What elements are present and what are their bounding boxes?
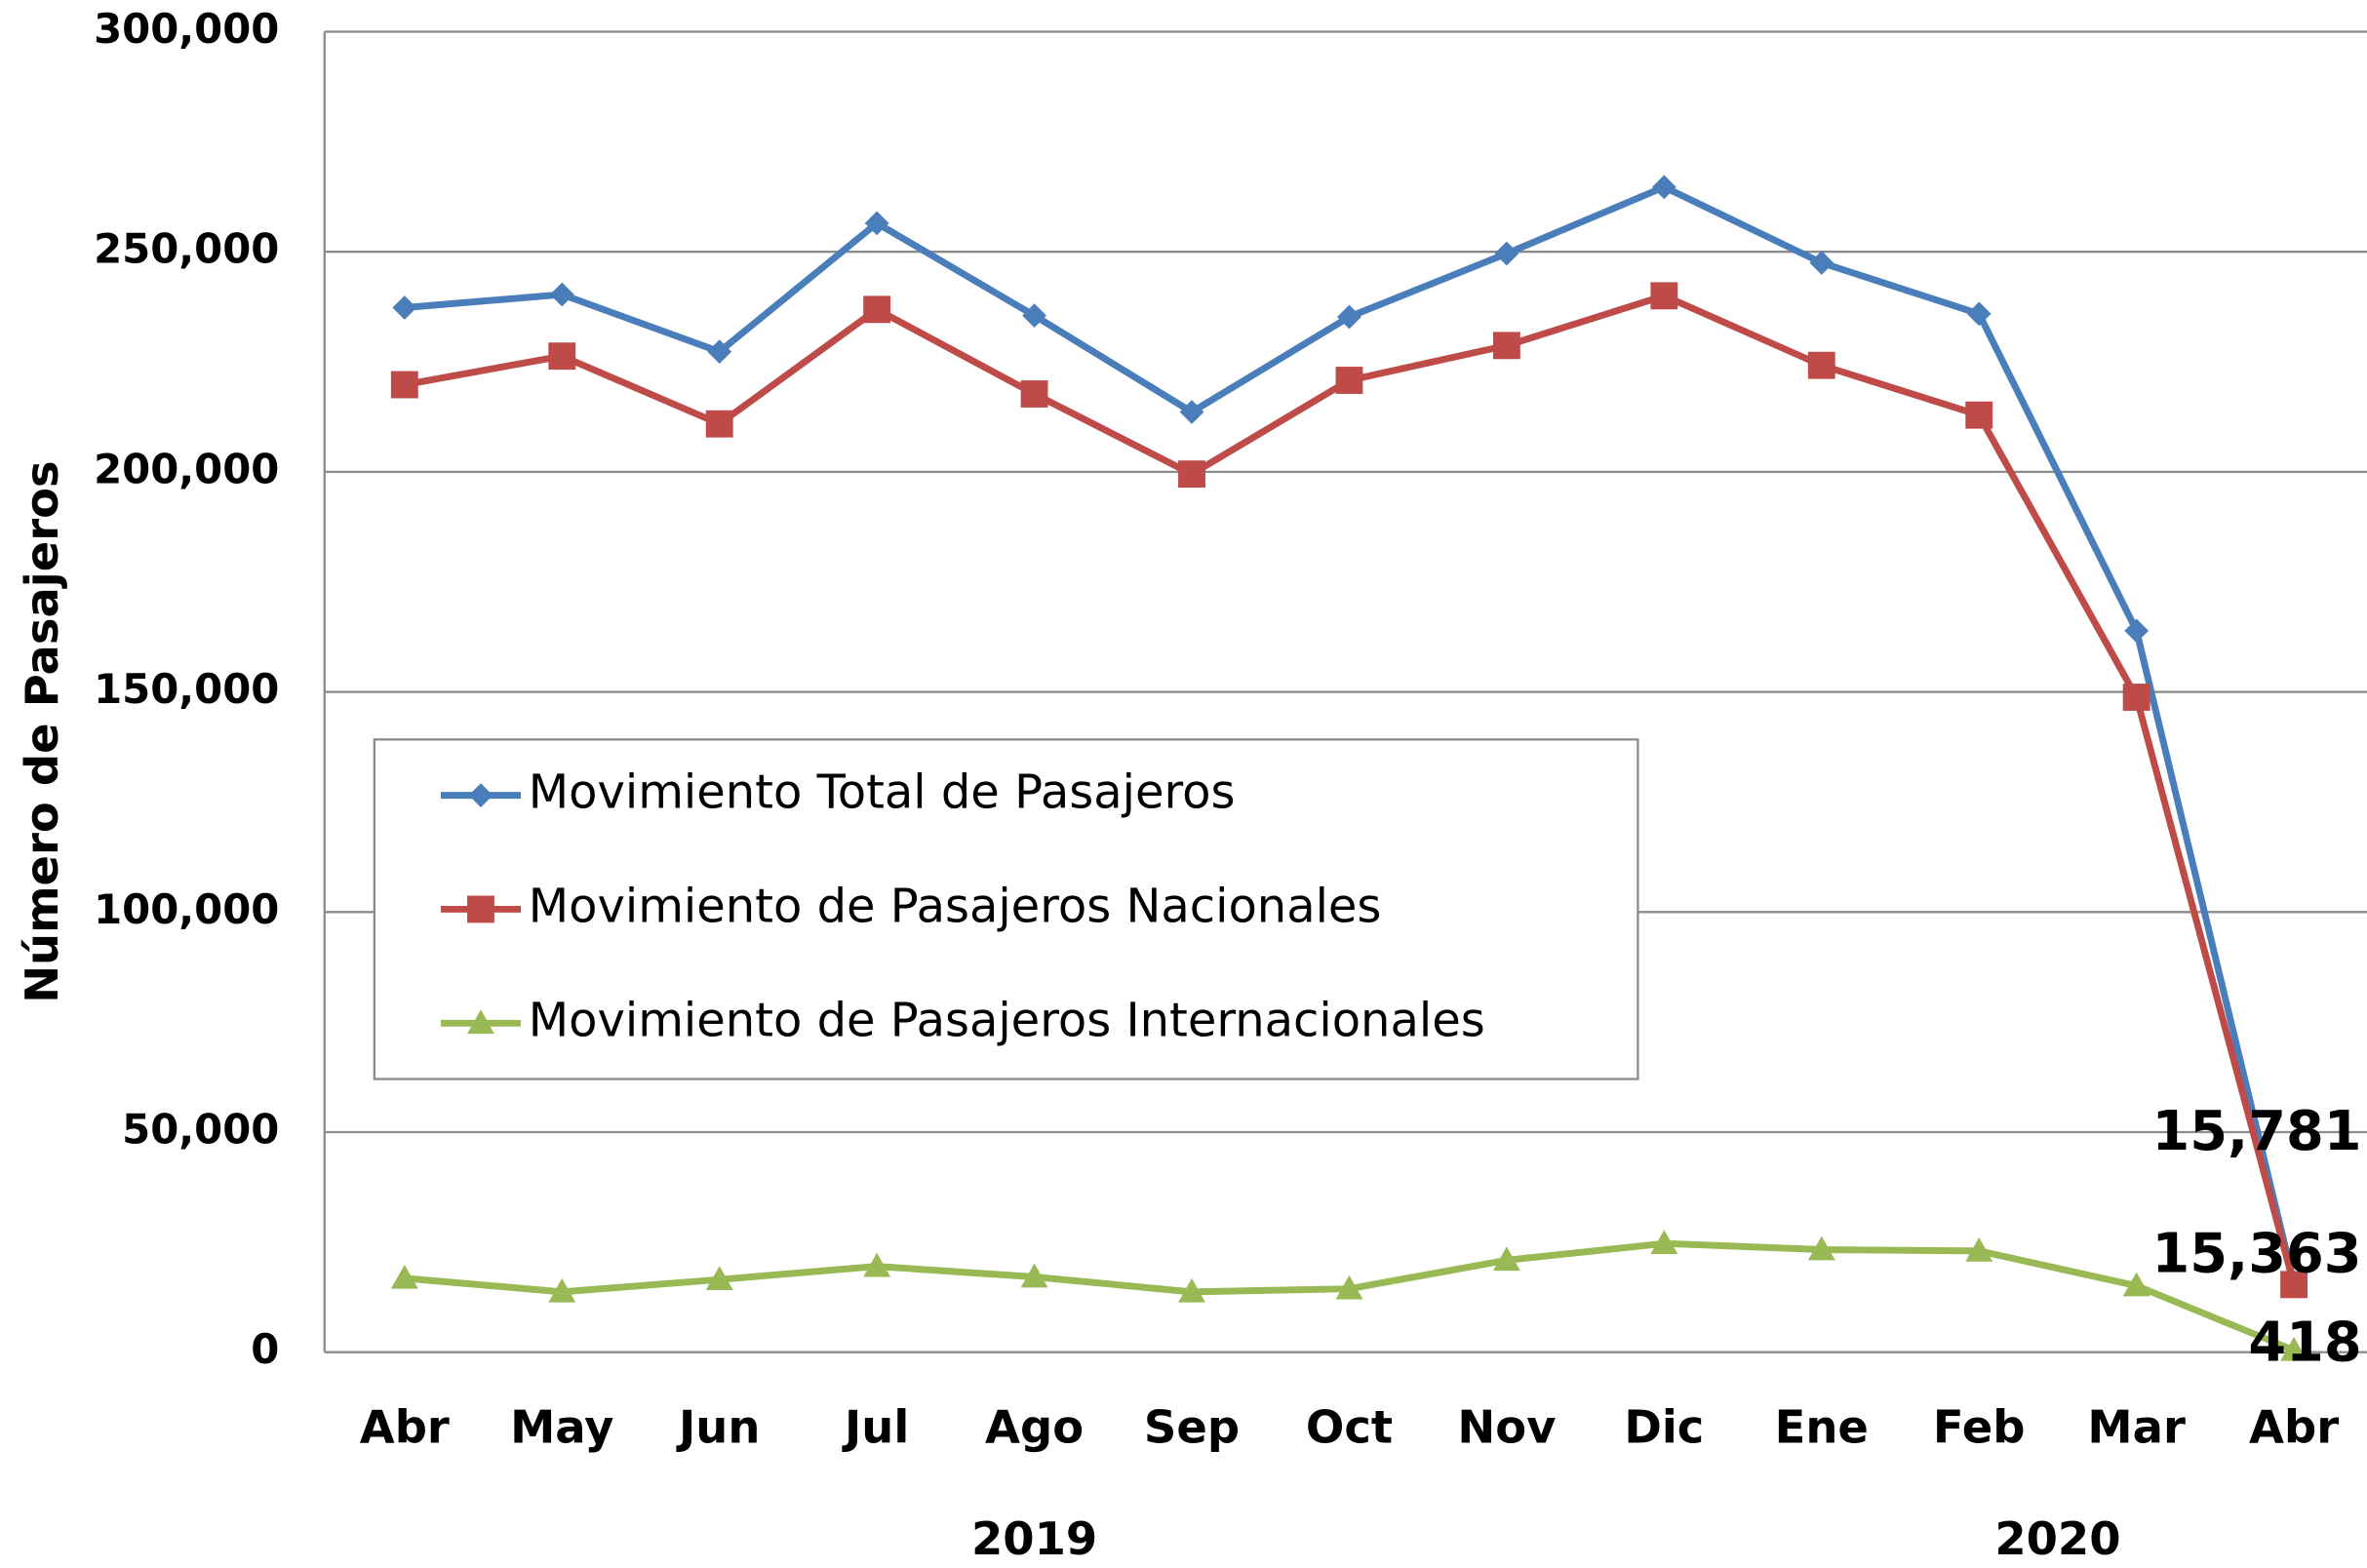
x-tick-label: May: [510, 1401, 613, 1454]
x-tick-label: Oct: [1306, 1401, 1393, 1454]
marker: [1178, 1277, 1205, 1303]
marker: [392, 295, 417, 320]
marker: [1494, 241, 1519, 266]
x-group-label: 2020: [1994, 1512, 2120, 1565]
marker: [1650, 1230, 1678, 1255]
marker: [1179, 400, 1204, 424]
data-label: 15,781: [2152, 1100, 2362, 1163]
series-line: [404, 183, 2298, 1284]
marker: [1022, 303, 1046, 329]
x-tick-label: Abr: [360, 1401, 450, 1454]
x-tick-label: Feb: [1933, 1401, 2026, 1454]
marker: [1492, 1246, 1520, 1272]
marker: [1335, 367, 1363, 394]
marker: [1965, 401, 1993, 429]
marker: [1492, 332, 1520, 360]
x-tick-label: Ene: [1775, 1401, 1869, 1454]
x-tick-label: Sep: [1144, 1401, 1240, 1454]
y-axis-title: Número de Pasajeros: [16, 460, 68, 1002]
x-tick-label: Abr: [2249, 1401, 2339, 1454]
marker: [2122, 1272, 2150, 1297]
x-group-label: 2019: [971, 1512, 1097, 1565]
legend-box: [373, 738, 1639, 1080]
legend: Movimiento Total de Pasajeros Movimiento …: [373, 738, 1639, 1080]
x-tick-label: Jun: [676, 1401, 760, 1454]
marker: [548, 1277, 576, 1303]
x-tick-label: Jul: [842, 1401, 909, 1454]
marker: [1965, 1236, 1993, 1262]
marker: [2122, 684, 2150, 711]
marker: [2280, 1271, 2308, 1299]
marker: [467, 1009, 494, 1035]
marker: [390, 1264, 418, 1289]
marker: [548, 342, 576, 371]
marker: [1966, 301, 1992, 327]
marker: [705, 410, 733, 438]
marker: [2280, 1336, 2308, 1361]
legend-label: Movimiento de Pasajeros Nacionales: [529, 879, 1382, 933]
y-tick-label: 150,000: [94, 665, 279, 713]
marker: [1807, 351, 1835, 379]
marker: [864, 211, 889, 236]
y-tick-label: 100,000: [94, 885, 279, 933]
y-tick-label: 200,000: [94, 445, 279, 492]
marker: [1650, 282, 1678, 310]
legend-label: Movimiento de Pasajeros Internacionales: [529, 993, 1485, 1047]
marker: [1020, 1263, 1048, 1288]
y-tick-label: 300,000: [94, 5, 279, 53]
marker: [390, 371, 418, 399]
marker: [863, 1252, 891, 1277]
y-tick-label: 50,000: [122, 1105, 279, 1153]
marker: [2124, 618, 2150, 644]
y-tick-label: 0: [251, 1325, 279, 1373]
data-label: 418: [2248, 1312, 2361, 1375]
x-tick-label: Nov: [1457, 1401, 1556, 1454]
legend-label: Movimiento Total de Pasajeros: [529, 765, 1236, 820]
x-tick-label: Ago: [985, 1401, 1084, 1454]
marker: [1651, 175, 1677, 200]
x-tick-label: Dic: [1624, 1401, 1704, 1454]
marker: [1807, 1235, 1835, 1261]
marker: [1809, 251, 1834, 275]
marker: [468, 783, 493, 807]
x-tick-label: Mar: [2087, 1401, 2186, 1454]
marker: [705, 1266, 733, 1291]
marker: [1178, 460, 1205, 489]
y-tick-label: 250,000: [94, 225, 279, 273]
marker: [549, 282, 574, 307]
marker: [467, 895, 494, 923]
marker: [1020, 380, 1048, 408]
marker: [1335, 1274, 1363, 1300]
data-label: 15,363: [2152, 1222, 2362, 1285]
marker: [863, 295, 891, 324]
